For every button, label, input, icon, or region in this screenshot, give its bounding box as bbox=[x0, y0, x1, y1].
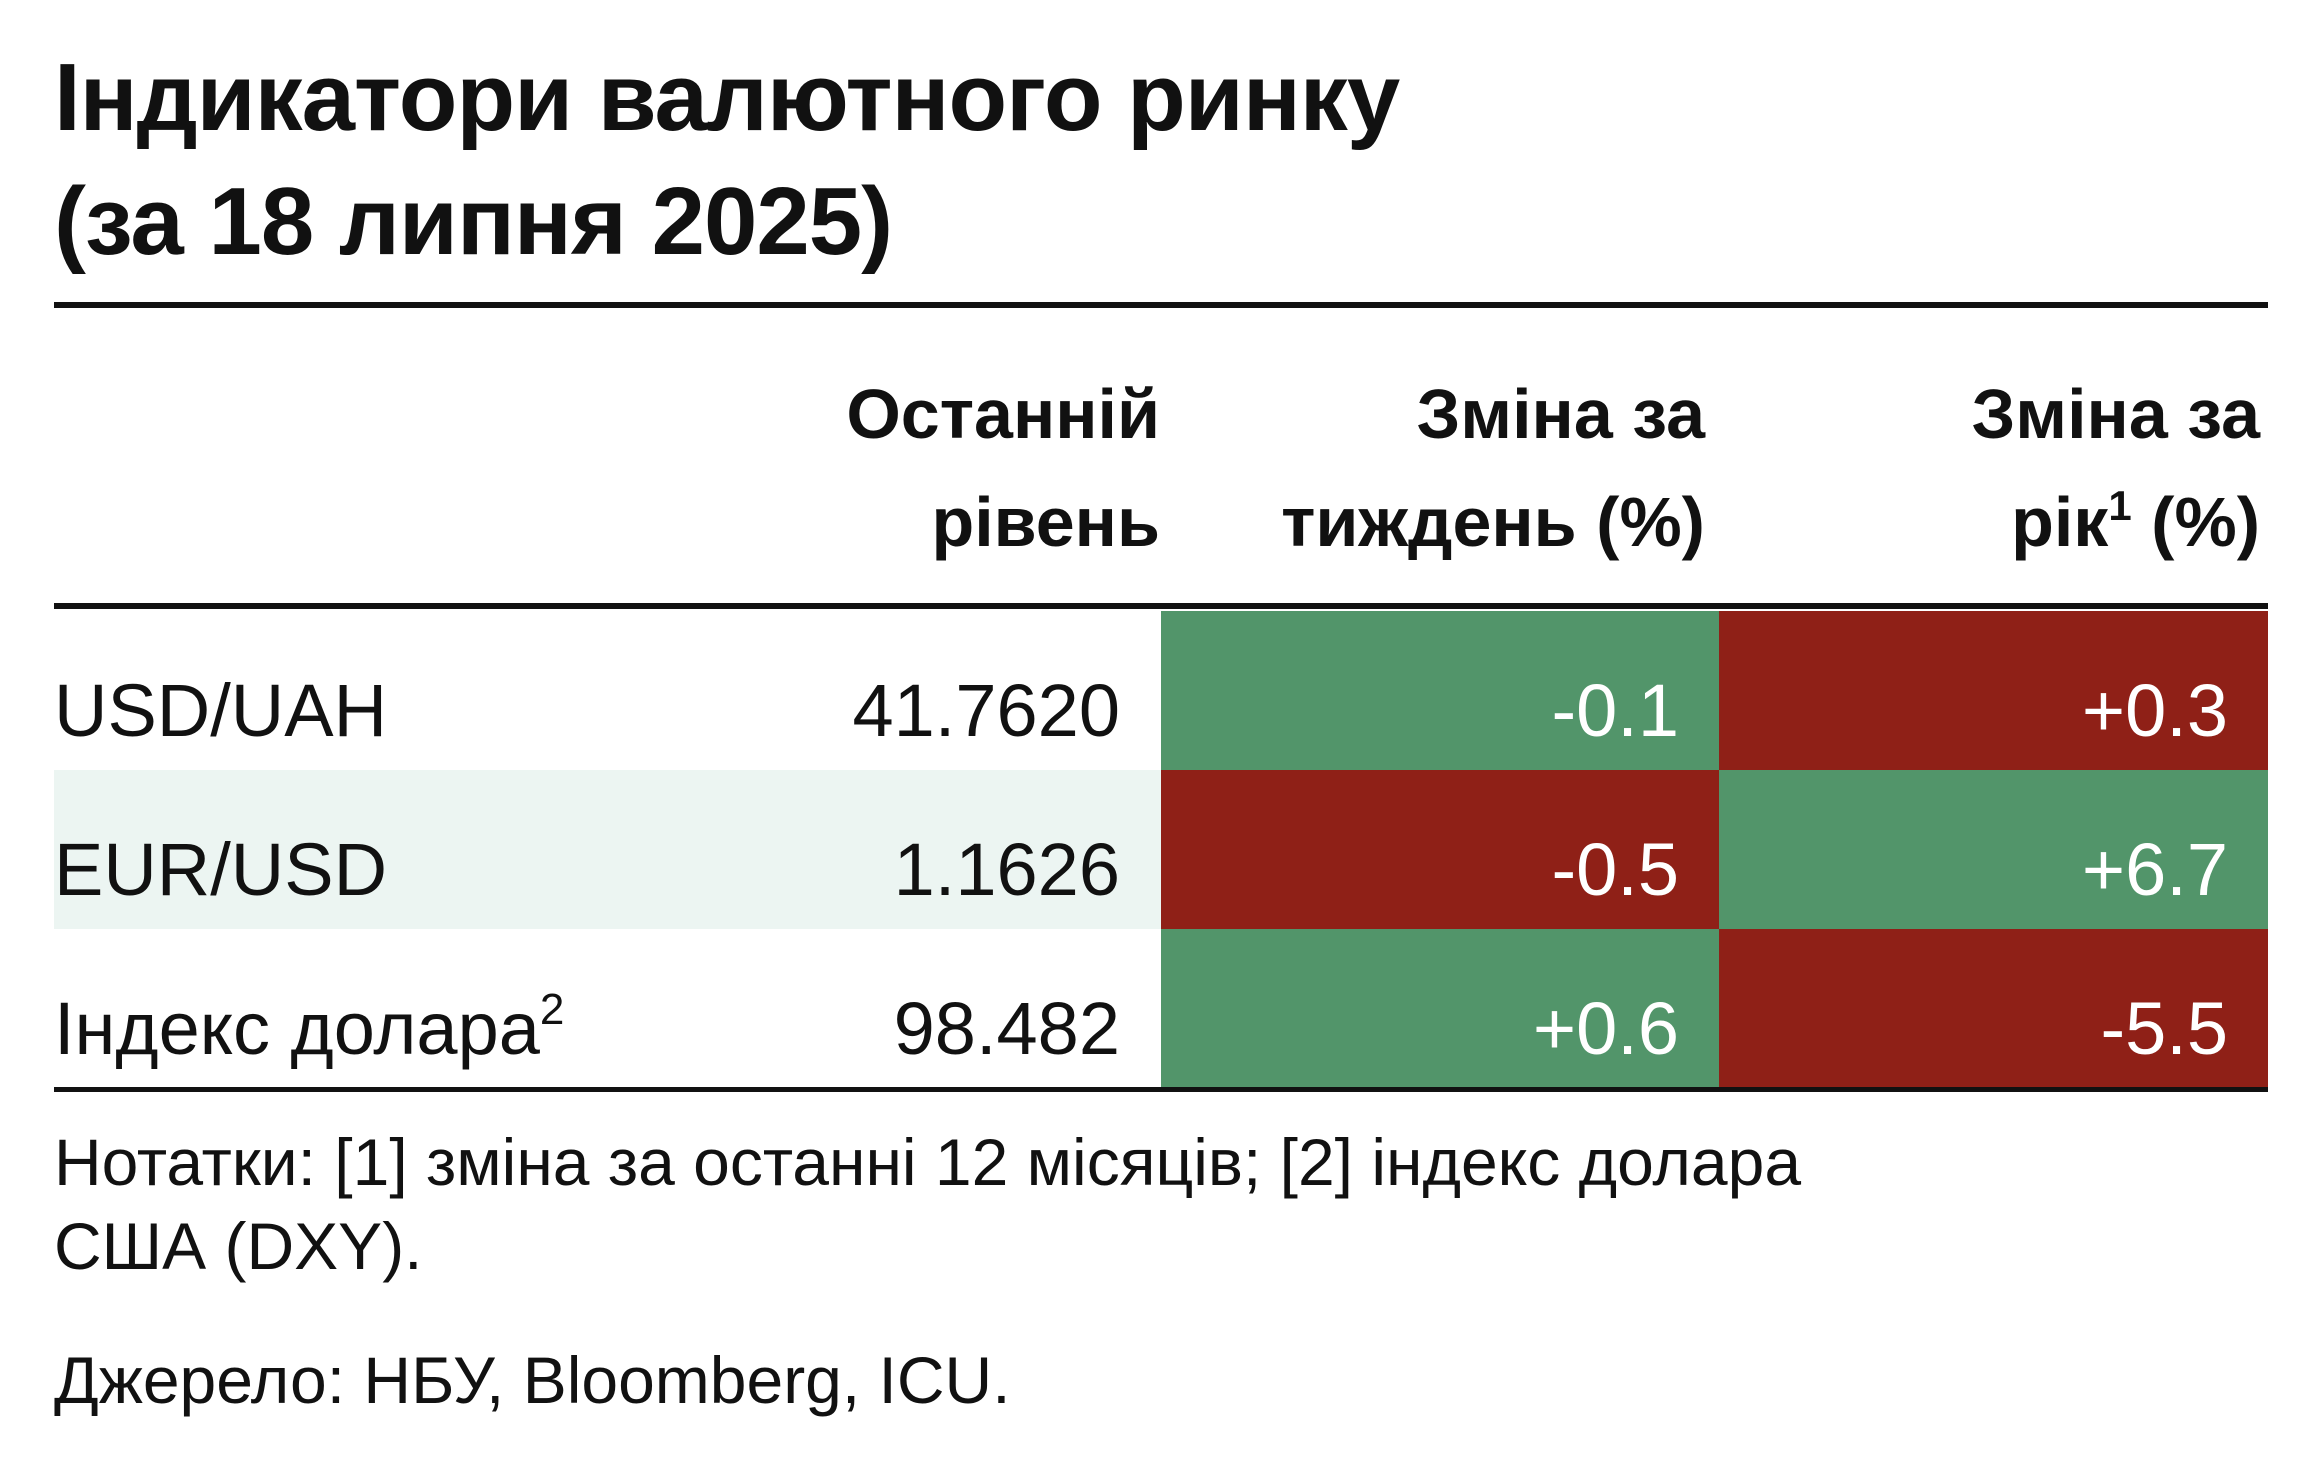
row-label-text: EUR/USD bbox=[54, 828, 388, 911]
footnote-marker-1: 1 bbox=[2108, 482, 2132, 529]
year-change-value: +0.3 bbox=[2081, 669, 2228, 752]
column-header-week: Зміна за тиждень (%) bbox=[1160, 360, 1705, 576]
week-change-value: -0.5 bbox=[1551, 828, 1679, 911]
column-header-year-line-1: Зміна за bbox=[1971, 375, 2260, 453]
column-header-year-line-2: рік1 (%) bbox=[1720, 468, 2260, 576]
year-change-cell bbox=[1719, 770, 2268, 929]
week-change-value: +0.6 bbox=[1532, 987, 1679, 1070]
week-change-cell bbox=[1161, 770, 1719, 929]
year-change-value: +6.7 bbox=[2081, 828, 2228, 911]
table-row-stripe bbox=[54, 770, 1161, 929]
week-change-cell bbox=[1161, 929, 1719, 1088]
column-header-year-unit: (%) bbox=[2131, 483, 2260, 561]
row-label-text: USD/UAH bbox=[54, 669, 388, 752]
chart-title-line-1: Індикатори валютного ринку bbox=[54, 44, 1400, 151]
row-label: EUR/USD bbox=[54, 830, 387, 910]
footnote-marker-2: 2 bbox=[539, 985, 565, 1034]
row-label: USD/UAH bbox=[54, 671, 387, 751]
column-header-week-line-2: тиждень (%) bbox=[1281, 483, 1705, 561]
source-note: Джерело: НБУ, Bloomberg, ICU. bbox=[54, 1343, 1011, 1417]
year-change-cell bbox=[1719, 929, 2268, 1088]
chart-title: Індикатори валютного ринку (за 18 липня … bbox=[54, 36, 2254, 284]
top-divider bbox=[54, 302, 2268, 308]
bottom-divider bbox=[54, 1087, 2268, 1092]
column-header-year: Зміна за рік1 (%) bbox=[1720, 360, 2260, 576]
column-header-level-line-1: Останній bbox=[846, 375, 1160, 453]
level-value: 41.7620 bbox=[852, 669, 1121, 752]
column-header-year-word: рік bbox=[2011, 483, 2109, 561]
column-header-week-line-1: Зміна за bbox=[1416, 375, 1705, 453]
column-header-level: Останній рівень bbox=[700, 360, 1160, 576]
header-divider bbox=[54, 603, 2268, 609]
notes-line-2: США (DXY). bbox=[54, 1209, 423, 1283]
year-change-value: -5.5 bbox=[2100, 987, 2228, 1070]
week-change-value: -0.1 bbox=[1551, 669, 1679, 752]
notes-line-1: Нотатки: [1] зміна за останні 12 місяців… bbox=[54, 1125, 1802, 1199]
notes: Нотатки: [1] зміна за останні 12 місяців… bbox=[54, 1120, 2254, 1288]
chart-title-line-2: (за 18 липня 2025) bbox=[54, 168, 893, 275]
row-label: Індекс долара2 bbox=[54, 987, 564, 1070]
level-value: 1.1626 bbox=[893, 828, 1120, 911]
level-value: 98.482 bbox=[893, 987, 1120, 1070]
column-header-level-line-2: рівень bbox=[931, 483, 1160, 561]
week-change-cell bbox=[1161, 611, 1719, 770]
row-label-text: Індекс долара bbox=[54, 987, 540, 1070]
year-change-cell bbox=[1719, 611, 2268, 770]
